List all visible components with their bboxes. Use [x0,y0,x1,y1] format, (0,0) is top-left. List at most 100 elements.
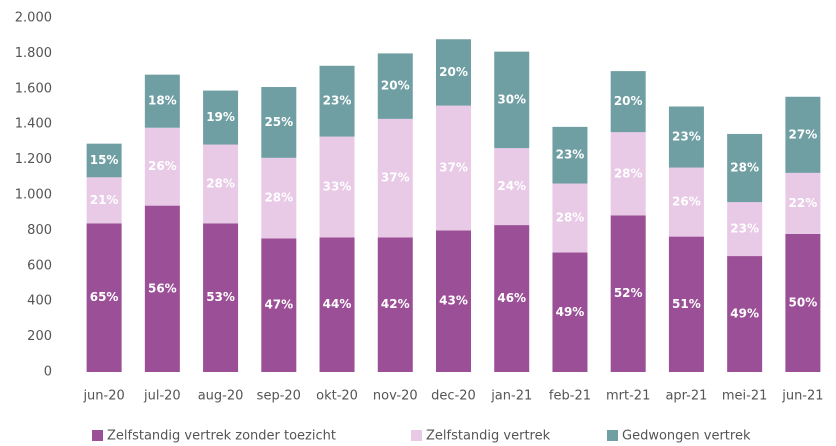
bar-label: 49% [730,307,759,321]
bar-segment [203,144,239,224]
x-tick-label: sep-20 [257,389,301,404]
legend-label: Zelfstandig vertrek [426,429,551,444]
bar-segment [552,126,588,184]
bar-segment [668,167,704,237]
bar-segment [144,205,180,372]
bar-segment [86,177,122,224]
bar-segment [436,39,471,106]
y-tick-label: 1.000 [15,188,52,203]
bar-label: 28% [614,166,643,180]
bar-segment [436,105,471,231]
x-tick-label: mei-21 [722,389,768,404]
bar-label: 52% [614,286,643,300]
bar-segment [552,183,588,253]
bar-segment [727,133,763,203]
legend-label: Zelfstandig vertrek zonder toezicht [107,429,336,444]
bar-label: 23% [323,94,352,108]
x-tick-label: jan-21 [490,389,532,404]
legend-swatch [92,430,103,441]
bar-label: 56% [148,281,177,295]
bar-label: 42% [381,297,410,311]
bar-segment [785,172,821,234]
bar-segment [785,233,821,372]
x-tick-label: feb-21 [549,389,591,404]
bar-label: 37% [439,161,468,175]
bar-segment [785,96,821,173]
x-tick-label: nov-20 [373,389,418,404]
bar-segment [668,236,704,372]
bar-segment [261,87,297,158]
legend-label: Gedwongen vertrek [622,429,751,444]
bar-label: 33% [323,180,352,194]
bar-label: 44% [323,297,352,311]
bar-segment [377,118,413,238]
legend-swatch [411,430,422,441]
x-tick-label: jul-20 [143,389,181,404]
bar-label: 26% [672,195,701,209]
bar-segment [494,225,530,372]
bar-segment [668,106,704,168]
bar-label: 23% [730,222,759,236]
bar-label: 28% [730,161,759,175]
bar-segment [494,51,530,149]
bar-segment [377,237,413,372]
legend-swatch [607,430,618,441]
bar-label: 49% [556,305,585,319]
y-tick-label: 400 [27,294,52,309]
y-tick-label: 0 [44,365,52,380]
bar-segment [377,53,413,119]
bar-segment [261,238,297,372]
bar-label: 53% [206,290,235,304]
bar-label: 19% [206,110,235,124]
bar-segment [86,143,122,178]
bar-label: 23% [556,148,585,162]
x-tick-label: aug-20 [198,389,244,404]
bar-label: 24% [497,179,526,193]
bar-label: 23% [672,130,701,144]
bar-segment [494,148,530,226]
x-tick-label: jun-20 [82,389,124,404]
bar-segment [144,127,180,206]
bar-label: 51% [672,297,701,311]
bar-label: 65% [90,290,119,304]
bar-label: 20% [439,65,468,79]
y-tick-label: 2.000 [15,11,52,26]
bar-segment [144,74,180,128]
bar-segment [203,90,239,145]
bar-label: 46% [497,291,526,305]
bar-label: 20% [381,79,410,93]
y-tick-label: 800 [27,223,52,238]
bar-segment [261,157,297,239]
bar-segment [610,71,646,133]
x-tick-label: okt-20 [316,389,358,404]
y-tick-label: 1.400 [15,117,52,132]
bar-label: 20% [614,94,643,108]
bar-segment [319,237,355,372]
y-tick-label: 1.800 [15,46,52,61]
bar-label: 30% [497,92,526,106]
bar-label: 27% [789,127,818,141]
x-tick-label: jun-21 [781,389,823,404]
x-tick-label: apr-21 [665,389,707,404]
y-tick-label: 200 [27,329,52,344]
bar-label: 22% [789,196,818,210]
y-tick-label: 1.600 [15,81,52,96]
x-tick-label: dec-20 [431,389,476,404]
bar-label: 28% [556,211,585,225]
y-tick-label: 1.200 [15,152,52,167]
y-tick-label: 600 [27,258,52,273]
bar-segment [727,202,763,257]
bar-segment [552,252,588,372]
bar-segment [610,132,646,216]
bar-label: 15% [90,153,119,167]
bar-segment [203,223,239,372]
bar-label: 18% [148,94,177,108]
bar-label: 47% [264,298,293,312]
bar-label: 43% [439,294,468,308]
bar-segment [610,215,646,372]
bar-segment [319,136,355,238]
bar-label: 26% [148,159,177,173]
bar-label: 50% [789,295,818,309]
bar-label: 21% [90,193,119,207]
